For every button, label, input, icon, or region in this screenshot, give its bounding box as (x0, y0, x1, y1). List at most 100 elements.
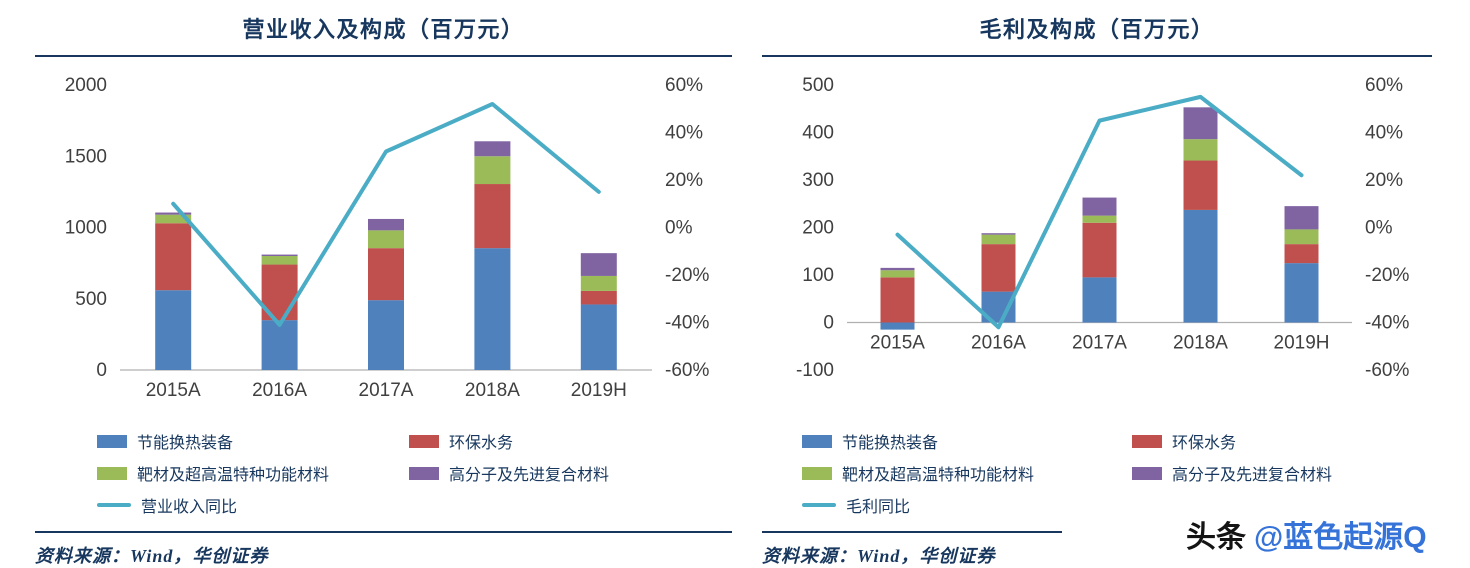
bar-segment-green (1284, 229, 1319, 245)
y-right-tick-label: 20% (665, 170, 703, 191)
bar-segment-green (1082, 215, 1117, 223)
revenue-title-divider (35, 55, 732, 57)
category-label: 2018A (1173, 333, 1228, 354)
legend-label: 营业收入同比 (141, 499, 238, 516)
bar-segment-blue (474, 248, 511, 370)
category-label: 2016A (252, 380, 307, 401)
revenue-source-divider (35, 531, 732, 533)
y-right-tick-label: 20% (1365, 170, 1403, 191)
bar-segment-blue (1082, 277, 1117, 323)
legend-item: 营业收入同比 (97, 493, 732, 517)
bar-segment-blue (1183, 209, 1218, 323)
bar-segment-green (474, 156, 511, 185)
legend-item: 节能换热装备 (97, 429, 409, 453)
y-left-tick-label: 100 (802, 265, 834, 286)
revenue-chart-title: 营业收入及构成（百万元） (242, 17, 525, 42)
legend-item: 靶材及超高温特种功能材料 (802, 461, 1132, 485)
bar-segment-green (981, 234, 1016, 245)
legend-line-swatch (802, 503, 836, 507)
gross-profit-source-note: 资料来源：Wind，华创证券 (762, 546, 996, 566)
legend-label: 节能换热装备 (137, 435, 234, 452)
y-left-tick-label: 300 (802, 170, 834, 191)
legend-swatch-green (97, 466, 127, 480)
legend-item: 靶材及超高温特种功能材料 (97, 461, 409, 485)
bar-segment-red (880, 277, 915, 323)
legend-item: 环保水务 (409, 429, 732, 453)
bar-segment-red (474, 184, 511, 249)
y-left-tick-label: 0 (823, 313, 834, 334)
yoy-line (895, 94, 1304, 330)
bar-segment-purple (1284, 206, 1319, 230)
bar-segment-red (580, 290, 617, 305)
bar-segment-red (1082, 222, 1117, 278)
legend-swatch-red (1132, 434, 1162, 448)
y-left-tick-label: 500 (75, 289, 107, 310)
y-right-tick-label: -60% (1365, 360, 1409, 381)
legend-item: 节能换热装备 (802, 429, 1132, 453)
bar-segment-green (155, 214, 192, 224)
legend-item: 高分子及先进复合材料 (409, 461, 732, 485)
bar-segment-green (261, 256, 298, 265)
category-label: 2016A (971, 333, 1026, 354)
gross-profit-title-divider (762, 55, 1432, 57)
y-left-tick-label: 400 (802, 123, 834, 144)
bar-segment-red (1183, 160, 1218, 210)
bar-segment-blue (580, 304, 617, 370)
category-label: 2017A (359, 380, 414, 401)
y-right-tick-label: 0% (1365, 218, 1393, 239)
legend-item: 环保水务 (1132, 429, 1432, 453)
category-label: 2015A (146, 380, 201, 401)
legend-swatch-blue (802, 434, 832, 448)
category-label: 2019H (1274, 333, 1330, 354)
category-label: 2015A (870, 333, 925, 354)
gross-profit-chart: -100 0 100 200 300 400 500 -60% -40% -20% 0% 20% 40%… (796, 75, 1409, 381)
bar-segment-purple (474, 141, 511, 157)
bar-segment-blue (1284, 263, 1319, 323)
revenue-source-note: 资料来源：Wind，华创证券 (35, 546, 269, 566)
y-right-tick-label: -40% (1365, 313, 1409, 334)
bar-segment-purple (155, 212, 192, 215)
gross-profit-chart-title: 毛利及构成（百万元） (979, 17, 1215, 42)
legend-swatch-purple (409, 466, 439, 480)
legend-label: 靶材及超高温特种功能材料 (842, 467, 1035, 484)
bar-segment-purple (261, 254, 298, 256)
legend-item: 毛利同比 (802, 493, 1432, 517)
legend-swatch-red (409, 434, 439, 448)
y-left-tick-label: 1000 (65, 218, 107, 239)
legend-line-swatch (97, 503, 131, 507)
legend-label: 高分子及先进复合材料 (449, 467, 610, 484)
y-right-tick-label: -20% (665, 265, 709, 286)
y-right-tick-label: 60% (1365, 75, 1403, 96)
y-right-tick-label: 60% (665, 75, 703, 96)
bar-segment-purple (368, 218, 404, 231)
bar-segment-blue (368, 300, 404, 370)
bar-segment-purple (1183, 107, 1218, 140)
y-left-tick-label: 500 (802, 75, 834, 96)
legend-label: 毛利同比 (846, 499, 911, 516)
legend-swatch-blue (97, 434, 127, 448)
bar-segment-blue (155, 290, 192, 370)
bar-segment-green (368, 230, 404, 249)
category-label: 2019H (571, 380, 627, 401)
y-right-tick-label: -60% (665, 360, 709, 381)
yoy-line (171, 102, 601, 327)
bar-segment-purple (981, 233, 1016, 235)
y-left-tick-label: 2000 (65, 75, 107, 96)
legend-label: 高分子及先进复合材料 (1172, 467, 1333, 484)
legend-label: 环保水务 (1172, 435, 1237, 452)
legend-label: 靶材及超高温特种功能材料 (137, 467, 330, 484)
watermark-brand: 头条 (1186, 521, 1246, 554)
bar-segment-red (981, 244, 1016, 292)
y-right-tick-label: 0% (665, 218, 693, 239)
legend-swatch-purple (1132, 466, 1162, 480)
gross-profit-panel: 毛利及构成（百万元） -100 0 100 200 300 400 500 -60% -40% -… (762, 12, 1432, 568)
bar-segment-purple (880, 267, 915, 271)
bar-segment-green (1183, 139, 1218, 161)
legend-label: 环保水务 (449, 435, 514, 452)
revenue-panel: 营业收入及构成（百万元） 0 500 1000 1500 2000 -60% -40% -20… (35, 12, 732, 568)
revenue-legend: 节能换热装备 环保水务靶材及超高温特种功能材料 高分子及先进复合材料营业收入同比 (97, 429, 732, 517)
bar-segment-purple (580, 253, 617, 276)
y-left-tick-label: 1500 (65, 146, 107, 167)
category-label: 2017A (1072, 333, 1127, 354)
watermark: 头条 @蓝色起源Q (1186, 512, 1427, 556)
